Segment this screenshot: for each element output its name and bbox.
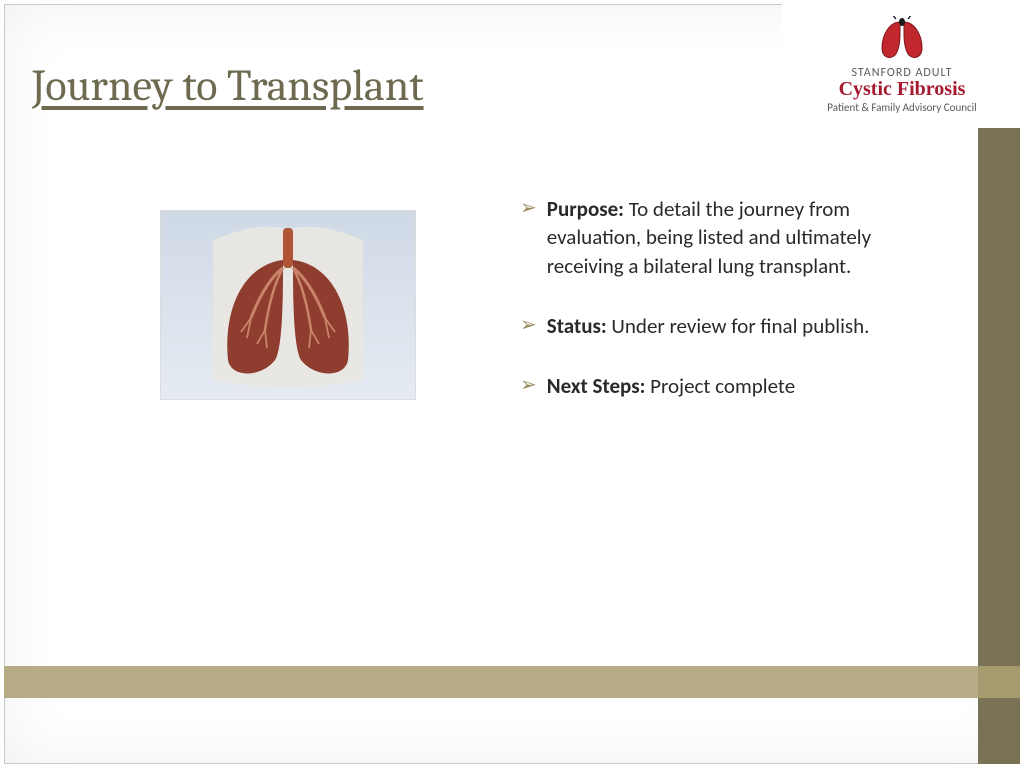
bullet-content: Next Steps: Project complete xyxy=(547,372,795,400)
bullet-text: Project complete xyxy=(645,373,795,399)
bullet-label: Next Steps: xyxy=(547,373,646,399)
lungs-butterfly-icon xyxy=(872,16,932,64)
logo-line2: Cystic Fibrosis xyxy=(839,78,966,101)
bullet-marker-icon: ➢ xyxy=(520,195,537,280)
bullet-marker-icon: ➢ xyxy=(520,372,537,400)
bullet-marker-icon: ➢ xyxy=(520,312,537,340)
bullet-content: Purpose: To detail the journey from eval… xyxy=(547,195,940,280)
bullet-item: ➢ Status: Under review for final publish… xyxy=(520,312,940,340)
bullet-label: Status: xyxy=(547,313,607,339)
lung-image xyxy=(160,210,416,400)
lungs-icon xyxy=(183,220,393,390)
slide-title: Journey to Transplant xyxy=(32,60,424,111)
bullet-content: Status: Under review for final publish. xyxy=(547,312,870,340)
bullet-list: ➢ Purpose: To detail the journey from ev… xyxy=(520,195,940,433)
logo-line3: Patient & Family Advisory Council xyxy=(827,101,976,114)
bottom-accent-corner xyxy=(978,666,1020,698)
bullet-text: Under review for final publish. xyxy=(607,313,870,339)
org-logo: STANFORD ADULT Cystic Fibrosis Patient &… xyxy=(782,2,1022,128)
bullet-item: ➢ Purpose: To detail the journey from ev… xyxy=(520,195,940,280)
bottom-accent-bar xyxy=(4,666,982,698)
bullet-label: Purpose: xyxy=(547,196,624,222)
bullet-item: ➢ Next Steps: Project complete xyxy=(520,372,940,400)
